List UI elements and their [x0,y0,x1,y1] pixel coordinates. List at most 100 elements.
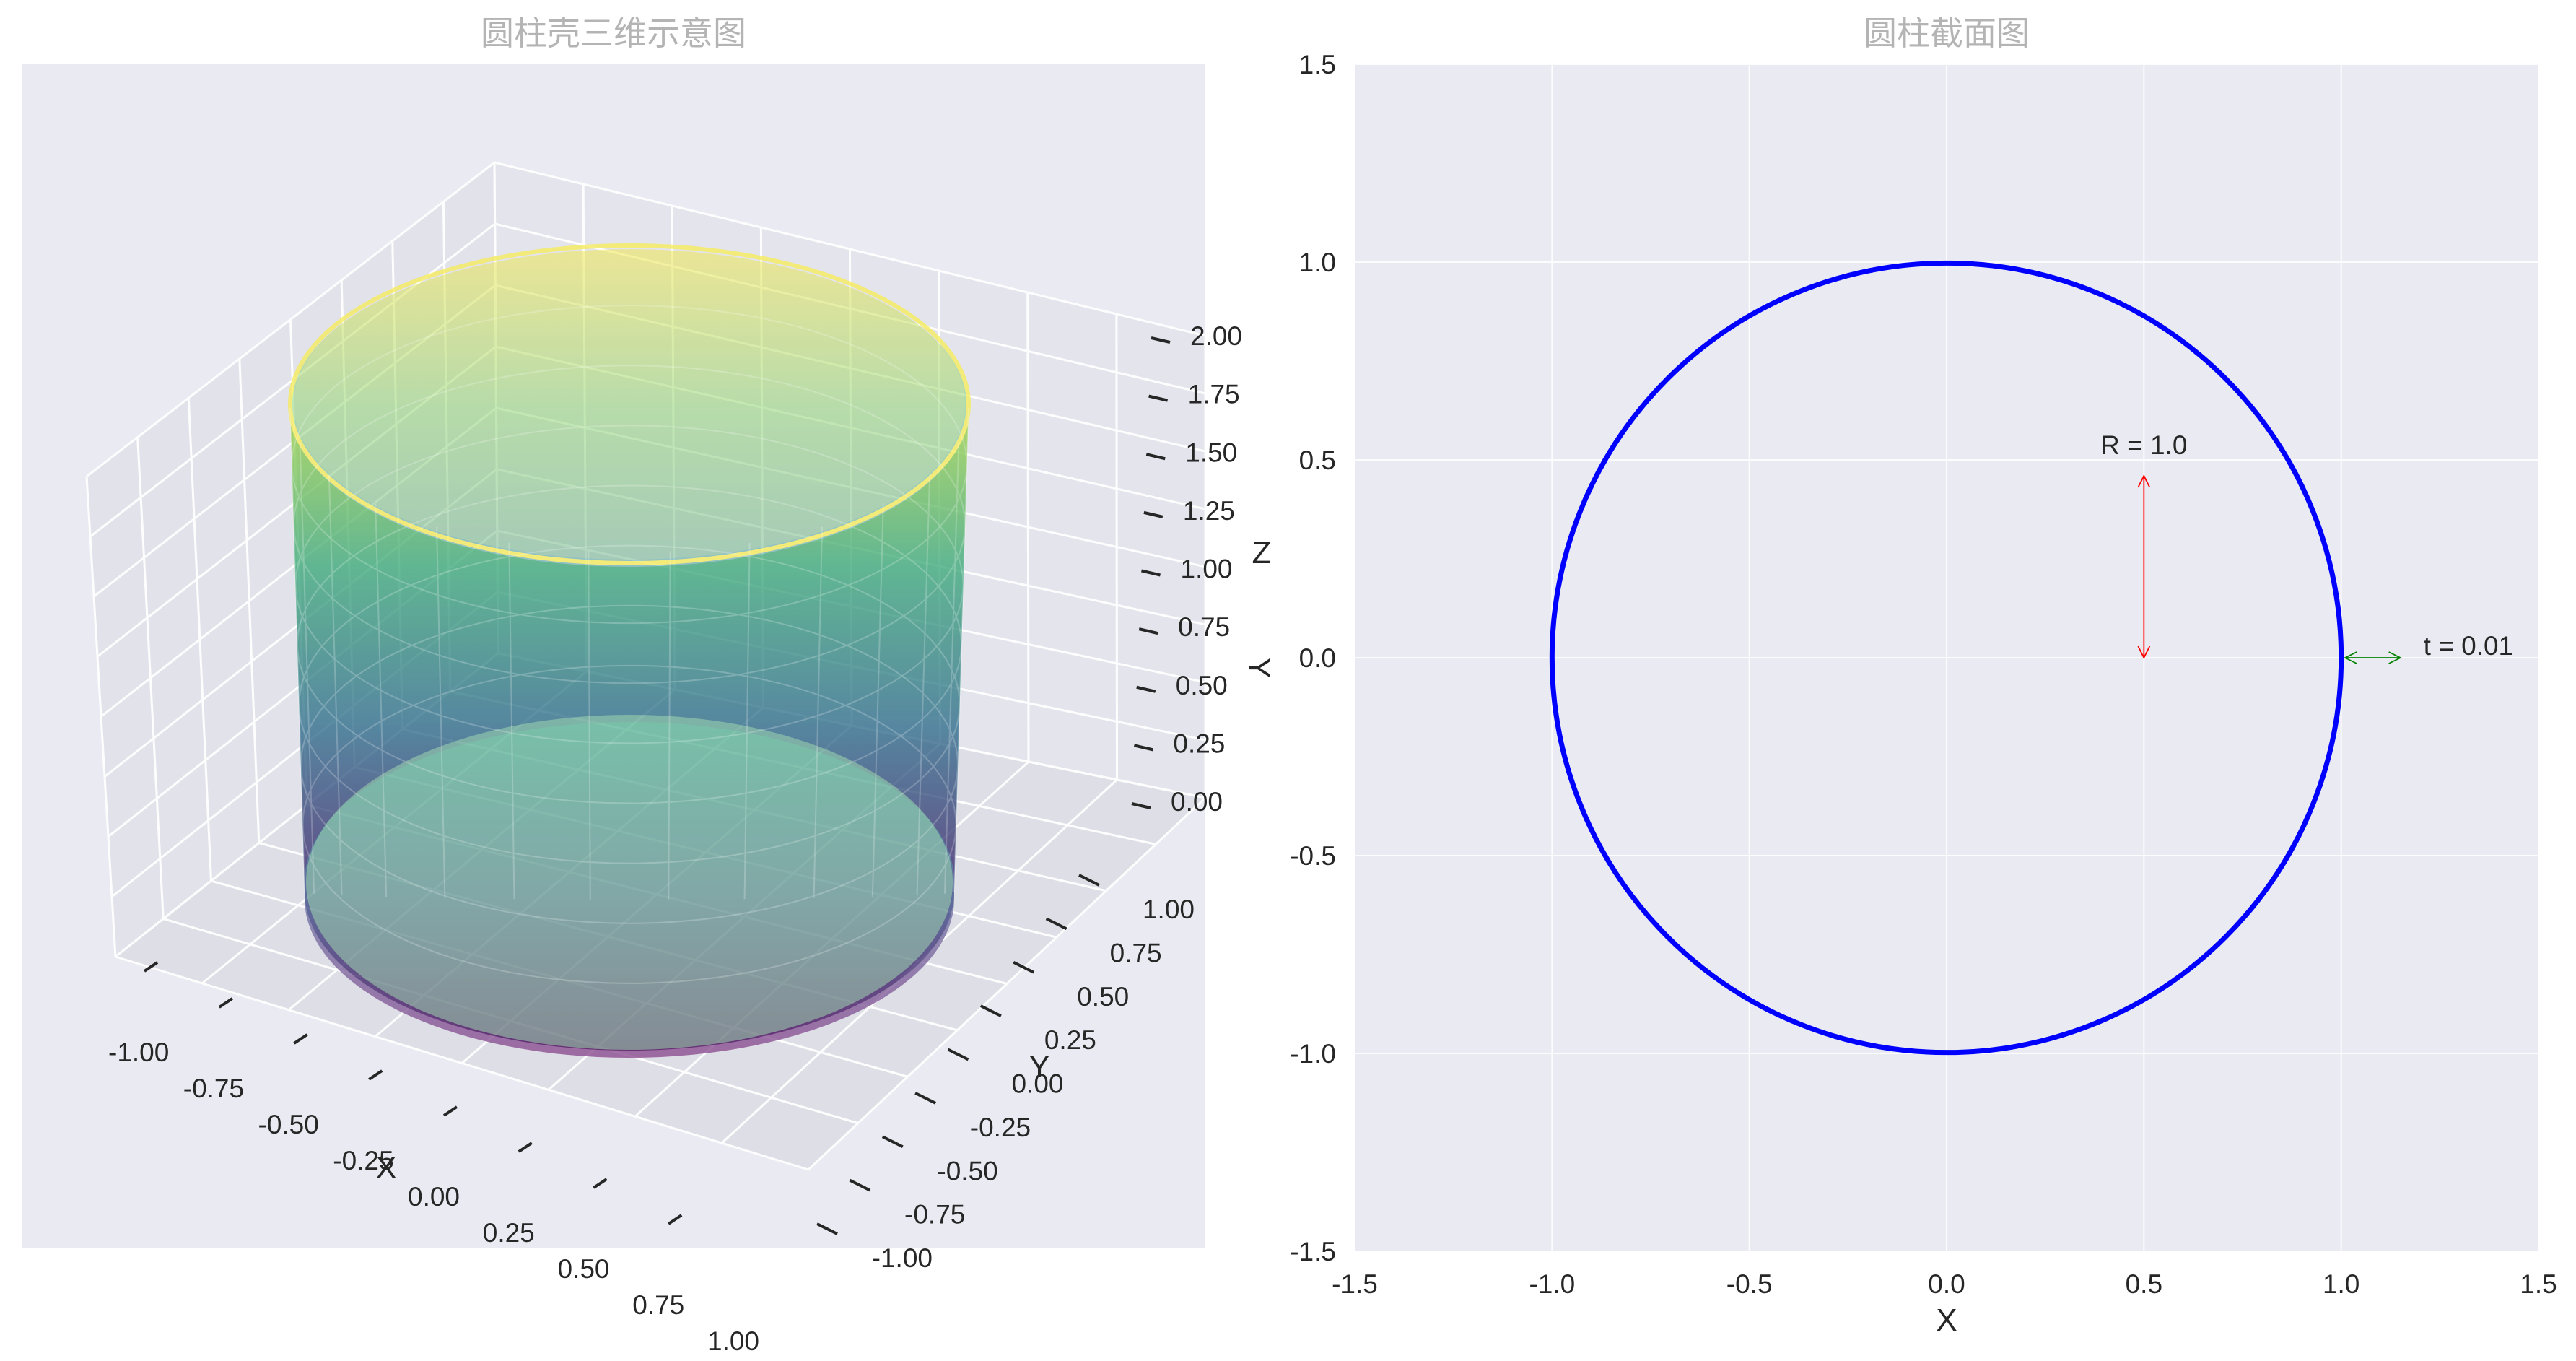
y-tick [914,1092,937,1105]
x-tick [442,1105,458,1117]
panel-3d-title: 圆柱壳三维示意图 [481,14,746,53]
x-tick-label: 0.00 [408,1182,460,1212]
x-tick-label: -0.50 [258,1110,319,1139]
x-tick [593,1178,608,1189]
mesh-ring [294,425,964,744]
y-tick [1045,917,1067,931]
y-tick [947,1048,969,1061]
y-tick [1078,874,1100,887]
x-tick-label: 0.50 [558,1254,610,1284]
thickness-label: t = 0.01 [2424,631,2513,661]
z-tick [1138,627,1158,635]
cylinder-base-cap [306,715,953,1050]
mesh-line [743,542,751,900]
x-tick [668,1214,683,1225]
y-tick-label: 0.50 [1077,982,1129,1012]
y-tick [979,1004,1002,1017]
thickness-annotation: t = 0.01 [2344,631,2513,664]
y-axis-ticks [816,874,1100,1235]
x-tick-label-2d: -1.0 [1529,1269,1575,1299]
x-tick-label: -0.75 [183,1074,244,1103]
y-tick [881,1135,904,1149]
x-tick-label-2d: -0.5 [1726,1269,1773,1299]
radius-arrow-head-bottom [2137,645,2151,660]
z-tick-label: 0.00 [1171,787,1223,817]
z-tick-label: 0.75 [1178,612,1230,642]
x-tick-label: -0.25 [333,1146,393,1175]
cross-section-circle [1549,260,2344,1056]
x-tick [293,1033,308,1045]
x-tick [368,1069,383,1081]
mesh-line [813,526,823,899]
mesh-line [299,442,315,894]
radius-annotation: R = 1.0 [2100,430,2187,660]
mesh-ring [302,664,957,984]
y-tick-label-2d: -0.5 [1290,841,1336,871]
z-tick [1131,802,1151,809]
cylinder-top-rim [288,243,971,565]
y-axis-label-3d: Y [1029,1049,1049,1084]
mesh-ring [298,544,961,864]
y-tick-labels: 1.00 0.75 0.50 0.25 0.00 -0.25 -0.50 -0.75 -1.00 [872,895,1195,1273]
z-tick [1143,510,1163,518]
z-axis-ticks [1131,336,1171,809]
grid-line [86,161,1205,478]
mesh-line [375,503,388,897]
mesh-line [508,542,515,900]
stray-y-label-3d: Y [1241,657,1277,678]
cylinder-surface [288,243,971,1058]
y-tick-label: 0.25 [1044,1025,1096,1055]
mesh-ring [300,604,959,924]
z-tick [1151,336,1171,344]
y-tick-label: -0.75 [904,1200,965,1230]
mesh-line [953,407,969,892]
z-tick [1136,685,1156,693]
x-tick-label-2d: 0.5 [2126,1269,2162,1299]
x-tick-label: -1.00 [108,1038,169,1067]
thickness-arrow-head-left [2344,651,2357,664]
x-tick [518,1142,533,1153]
x-tick-label: 1.00 [707,1326,759,1356]
z-tick [1148,394,1169,402]
mesh-line [943,442,960,894]
panel-2d: 圆柱截面图 -1.5 -1.0 -0.5 0.0 0.5 1.0 1.5 -1.5-1.0-… [1290,14,2557,1338]
z-tick-label: 1.25 [1183,496,1235,526]
mesh-line [588,551,591,900]
y-tick [849,1178,871,1192]
cylinder-mesh [289,305,969,984]
x-tick [218,997,233,1009]
y-tick-label-2d: -1.0 [1290,1039,1336,1069]
mesh-line [916,474,931,896]
mesh-line [328,474,343,896]
y-tick-label: 0.75 [1110,938,1162,968]
y-tick-label-2d: 0.5 [1299,445,1336,475]
y-tick-label: -0.25 [970,1113,1031,1142]
x-tick-label: 0.25 [483,1218,535,1248]
grid-line [807,796,1205,1171]
y-tick-labels-2d: -1.5 -1.0 -0.5 0.0 0.5 1.0 1.5 [1290,50,1336,1266]
panel-2d-title: 圆柱截面图 [1864,14,2030,53]
mesh-line [436,526,446,899]
z-tick-label: 1.00 [1181,555,1233,584]
radius-arrow-head-top [2137,474,2151,488]
radius-label: R = 1.0 [2100,430,2187,460]
mesh-line [668,551,671,900]
x-tick [143,961,159,973]
y-tick [1013,960,1035,974]
y-tick-label-2d: 1.0 [1299,248,1336,277]
x-tick-labels: -1.00 -0.75 -0.50 -0.25 0.00 0.25 0.50 0.75 1.00 [108,1038,759,1356]
x-tick-label-2d: 1.0 [2323,1269,2359,1299]
z-tick [1141,569,1161,577]
mesh-line [289,407,305,892]
z-tick-label: 0.50 [1176,671,1228,700]
z-tick-label: 1.75 [1188,380,1240,409]
cylinder-inner-rim [294,249,965,560]
x-tick-label-2d: -1.5 [1332,1269,1378,1299]
mesh-ring [297,484,962,804]
y-tick-label: -1.00 [872,1243,933,1273]
panel-3d: 圆柱壳三维示意图 0.000. [22,14,1277,1356]
mesh-line [871,503,884,897]
y-tick-label-2d: 0.0 [1299,643,1336,673]
x-tick [743,1251,756,1260]
